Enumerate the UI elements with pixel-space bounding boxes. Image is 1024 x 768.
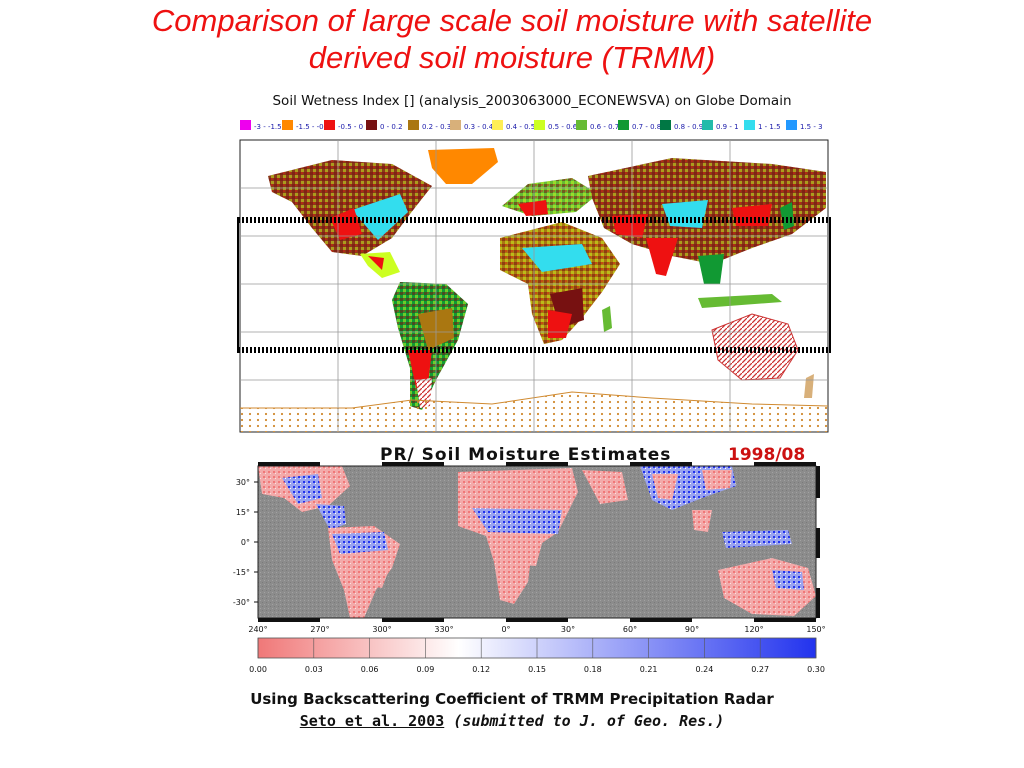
lat-tick-label: 0° — [241, 538, 250, 547]
bottom-map-lon-ticks: 240° 270° 300° 330° 0° 30° 60° 90° 120° 150° — [248, 625, 825, 634]
citation-author: Seto et al. 2003 — [299, 712, 445, 730]
legend-label: 0.9 - 1 — [716, 123, 739, 131]
legend-swatch — [366, 120, 377, 130]
footer-citation-line: Seto et al. 2003 (submitted to J. of Geo… — [0, 710, 1024, 732]
legend-label: -1.5 - -0.5 — [296, 123, 330, 131]
top-map-legend: -3 - -1.5 -1.5 - -0.5 -0.5 - 0 0 - 0.2 0.2 -… — [240, 120, 823, 131]
legend-swatch — [408, 120, 419, 130]
legend-label: -0.5 - 0 — [338, 123, 363, 131]
lon-tick-label: 120° — [744, 625, 763, 634]
top-map-graticule — [240, 140, 828, 432]
legend-label: 0.2 - 0.3 — [422, 123, 451, 131]
legend-swatch — [450, 120, 461, 130]
lon-tick-label: 60° — [623, 625, 637, 634]
pr-soil-moisture-map: PR/ Soil Moisture Estimates 1998/08 — [233, 445, 826, 674]
legend-swatch — [702, 120, 713, 130]
colorbar-tick-label: 0.18 — [584, 665, 602, 674]
top-map-heading: Soil Wetness Index [] (analysis_20030630… — [272, 93, 791, 109]
lat-tick-label: 15° — [236, 508, 250, 517]
colorbar-tick-label: 0.30 — [807, 665, 825, 674]
pr-soil-moisture-panel: PR/ Soil Moisture Estimates 1998/08 — [232, 440, 832, 682]
legend-label: 0.4 - 0.5 — [506, 123, 535, 131]
colorbar-tick-label: 0.03 — [305, 665, 323, 674]
legend-swatch — [660, 120, 671, 130]
legend-label: 0.7 - 0.8 — [632, 123, 661, 131]
legend-swatch — [240, 120, 251, 130]
colorbar-tick-label: 0.12 — [472, 665, 490, 674]
colorbar-tick-label: 0.00 — [249, 665, 267, 674]
lon-tick-label: 330° — [434, 625, 453, 634]
lat-tick-label: -15° — [233, 568, 250, 577]
lon-tick-label: 30° — [561, 625, 575, 634]
lat-tick-label: -30° — [233, 598, 250, 607]
slide-title: Comparison of large scale soil moisture … — [0, 2, 1024, 76]
colorbar-tick-label: 0.27 — [751, 665, 769, 674]
top-map-land — [240, 148, 828, 432]
legend-label: 0.5 - 0.6 — [548, 123, 578, 131]
colorbar-tick-label: 0.06 — [361, 665, 379, 674]
soil-wetness-index-map-panel: Soil Wetness Index [] (analysis_20030630… — [232, 88, 832, 436]
colorbar-ticks: 0.00 0.03 0.06 0.09 0.12 0.15 0.18 0.21 0.24 0.27… — [249, 638, 825, 674]
legend-swatch — [324, 120, 335, 130]
legend-label: -3 - -1.5 — [254, 123, 282, 131]
bottom-map-date: 1998/08 — [728, 445, 805, 465]
slide-title-line-2: derived soil moisture (TRMM) — [308, 40, 716, 75]
legend-swatch — [282, 120, 293, 130]
lat-tick-label: 30° — [236, 478, 250, 487]
lon-tick-label: 150° — [806, 625, 825, 634]
legend-label: 1 - 1.5 — [758, 123, 781, 131]
lon-tick-label: 240° — [248, 625, 267, 634]
colorbar-tick-label: 0.24 — [695, 665, 713, 674]
footer: Using Backscattering Coefficient of TRMM… — [0, 688, 1024, 732]
colorbar-tick-label: 0.15 — [528, 665, 546, 674]
bottom-map-land — [258, 466, 816, 618]
legend-swatch — [744, 120, 755, 130]
slide-title-line-1: Comparison of large scale soil moisture … — [151, 3, 873, 38]
legend-swatch — [576, 120, 587, 130]
legend-label: 0.3 - 0.4 — [464, 123, 494, 131]
legend-swatch — [786, 120, 797, 130]
lon-tick-label: 300° — [372, 625, 391, 634]
trmm-coverage-band — [237, 217, 831, 353]
legend-swatch — [534, 120, 545, 130]
legend-label: 1.5 - 3 — [800, 123, 823, 131]
soil-wetness-index-map: Soil Wetness Index [] (analysis_20030630… — [237, 93, 831, 433]
legend-label: 0.8 - 0.9 — [674, 123, 703, 131]
lon-tick-label: 0° — [501, 625, 510, 634]
colorbar-tick-label: 0.09 — [416, 665, 434, 674]
colorbar-tick-label: 0.21 — [640, 665, 658, 674]
bottom-map-heading: PR/ Soil Moisture Estimates — [380, 445, 671, 465]
bottom-map-frame-ticks — [258, 462, 820, 622]
legend-label: 0.6 - 0.7 — [590, 123, 619, 131]
lon-tick-label: 90° — [685, 625, 699, 634]
citation-note: (submitted to J. of Geo. Res.) — [453, 712, 725, 730]
bottom-map-lat-ticks: 30° 15° 0° -15° -30° — [233, 478, 258, 607]
legend-swatch — [618, 120, 629, 130]
legend-label: 0 - 0.2 — [380, 123, 403, 131]
lon-tick-label: 270° — [310, 625, 329, 634]
footer-line-1: Using Backscattering Coefficient of TRMM… — [250, 690, 774, 708]
legend-swatch — [492, 120, 503, 130]
